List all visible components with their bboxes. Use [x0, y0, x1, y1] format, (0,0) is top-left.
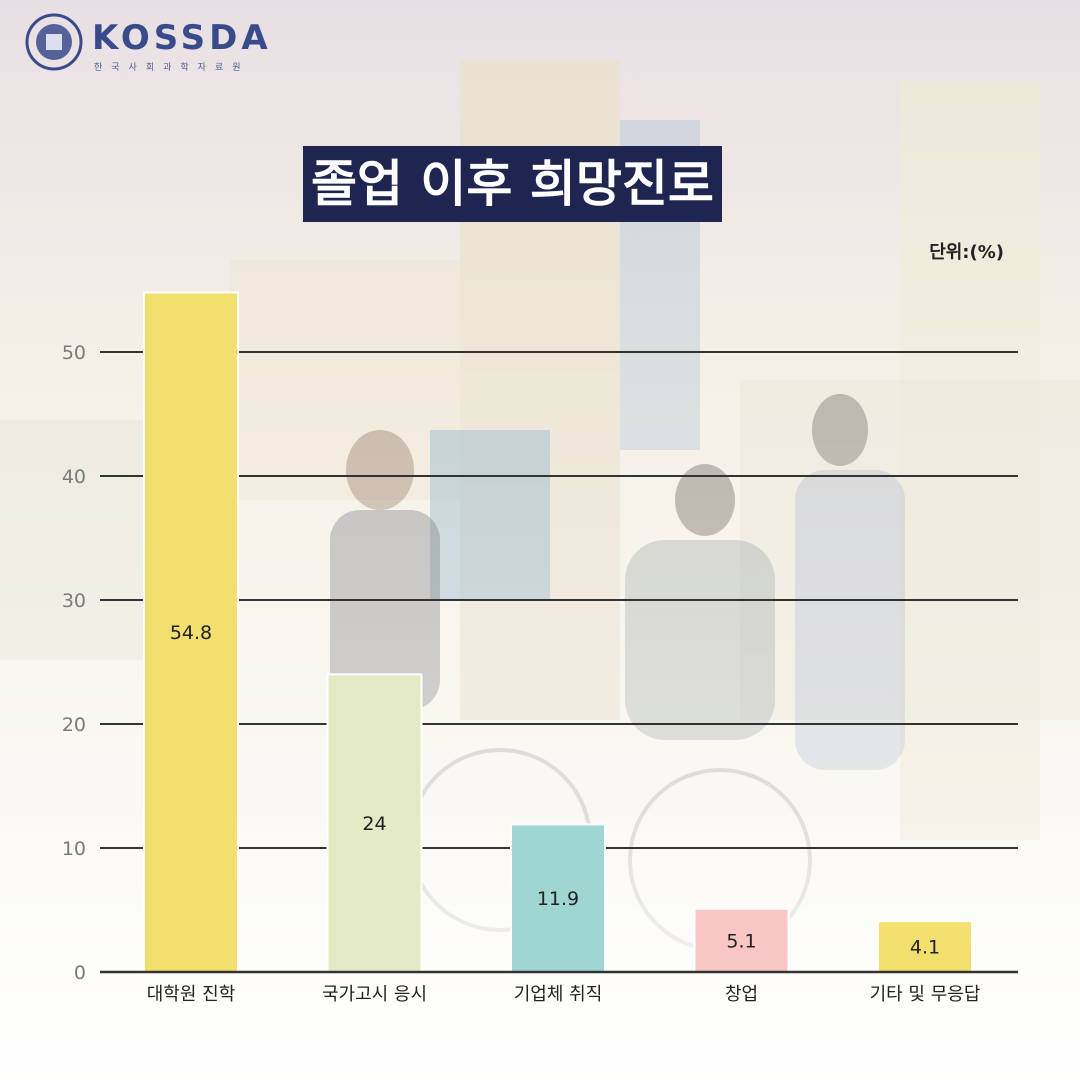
bars — [143, 291, 973, 974]
y-tick-label: 10 — [62, 838, 86, 860]
y-tick-label: 0 — [74, 962, 86, 984]
bar-value-label: 5.1 — [726, 930, 756, 952]
bar-value-label: 11.9 — [537, 888, 579, 910]
x-tick-label: 기타 및 무응답 — [870, 984, 981, 1005]
logo-text: KOSSDA — [92, 18, 272, 58]
x-tick-label: 기업체 취직 — [514, 984, 603, 1005]
chart-title: 졸업 이후 희망진로 — [303, 146, 722, 222]
x-tick-label: 국가고시 응시 — [322, 984, 427, 1005]
bar — [326, 673, 423, 974]
value-labels: 54.8 24 11.9 5.1 4.1 — [170, 622, 940, 958]
y-tick-label: 30 — [62, 590, 86, 612]
x-tick-label: 대학원 진학 — [147, 984, 236, 1005]
seal-icon — [25, 13, 83, 71]
bar-value-label: 4.1 — [910, 937, 940, 959]
kossda-logo: KOSSDA 한국사회과학자료원 — [24, 12, 324, 82]
bar-value-label: 54.8 — [170, 622, 212, 644]
bar — [143, 291, 239, 974]
x-tick-label: 창업 — [725, 984, 758, 1005]
y-tick-label: 20 — [62, 714, 86, 736]
bar — [877, 920, 973, 973]
bar-value-label: 24 — [362, 813, 386, 835]
logo-subtitle: 한국사회과학자료원 — [94, 63, 250, 73]
y-tick-label: 50 — [62, 342, 86, 364]
gridlines — [100, 351, 1018, 849]
bar — [693, 907, 790, 974]
unit-label: 단위:(%) — [929, 242, 1004, 263]
y-axis-ticks: 0 10 20 30 40 50 — [62, 342, 86, 984]
y-tick-label: 40 — [62, 466, 86, 488]
x-axis-ticks: 대학원 진학 국가고시 응시 기업체 취직 창업 기타 및 무응답 — [147, 984, 981, 1005]
bar — [510, 823, 606, 973]
